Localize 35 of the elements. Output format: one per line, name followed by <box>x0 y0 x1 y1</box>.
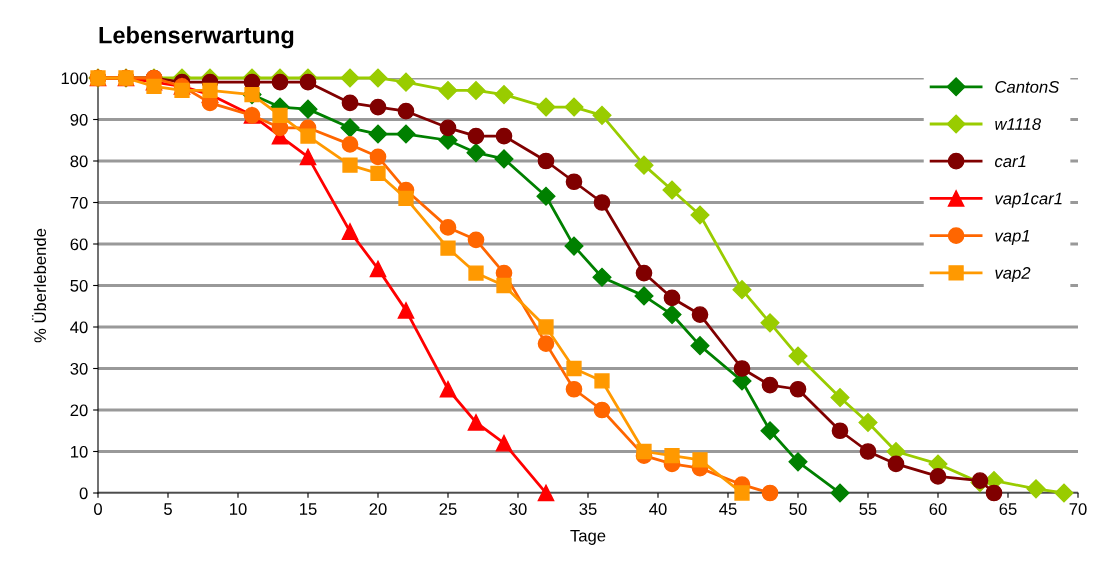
x-tick-label: 30 <box>509 503 527 515</box>
x-tick-label: 25 <box>439 503 457 515</box>
x-tick-label: 45 <box>719 503 737 515</box>
legend-label: vap1car1 <box>995 192 1062 208</box>
legend-label: vap1 <box>995 229 1030 245</box>
legend-label: w1118 <box>995 118 1041 130</box>
x-tick-label: 20 <box>369 503 387 515</box>
x-tick-label: 55 <box>859 503 877 515</box>
y-tick-label: 90 <box>70 113 88 126</box>
legend-label: vap2 <box>995 267 1031 283</box>
x-tick-label: 5 <box>164 503 172 515</box>
y-tick-label: 40 <box>70 321 88 334</box>
y-tick-label: 10 <box>71 445 88 458</box>
y-tick-label: 0 <box>79 487 88 500</box>
x-tick-label: 40 <box>649 503 667 515</box>
x-tick-label: 10 <box>230 503 247 515</box>
y-tick-label: 100 <box>61 72 88 85</box>
x-tick-label: 35 <box>579 503 597 515</box>
legend-label: car1 <box>994 155 1026 168</box>
y-tick-label: 80 <box>70 155 88 168</box>
x-tick-label: 65 <box>999 503 1017 515</box>
chart-title: Lebenserwartung <box>99 26 294 49</box>
x-tick-label: 50 <box>789 503 807 515</box>
x-tick-label: 70 <box>1069 503 1087 515</box>
x-tick-label: 60 <box>929 503 947 515</box>
y-tick-label: 70 <box>70 196 88 209</box>
y-axis-title: % Überlebende <box>31 228 47 343</box>
y-tick-label: 60 <box>70 238 88 251</box>
y-tick-label: 50 <box>70 279 88 292</box>
x-tick-label: 15 <box>300 503 317 515</box>
legend-label: CantonS <box>995 80 1060 93</box>
y-tick-label: 30 <box>70 362 88 375</box>
y-tick-label: 20 <box>70 404 88 417</box>
x-tick-label: 0 <box>94 503 102 515</box>
x-axis-title: Tage <box>570 529 606 545</box>
